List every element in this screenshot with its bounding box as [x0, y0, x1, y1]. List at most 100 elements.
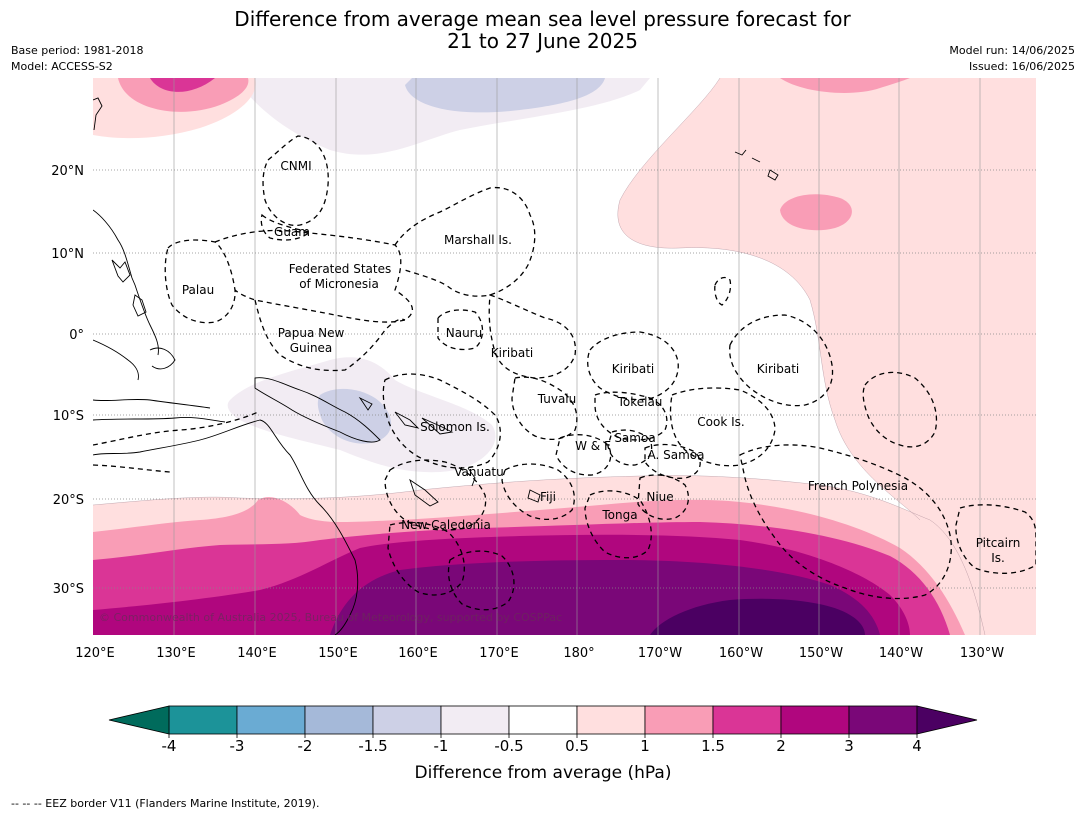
colorbar-tick-label: 2: [776, 737, 786, 755]
eez-french-polynesia: [739, 444, 952, 600]
colorbar: -4 -3 -2 -1.5 -1 -0.5 0.5 1 1.5 2 3 4 Difference fr…: [108, 705, 978, 783]
place-labels: CNMI Guam Marshall Is. Federated States …: [182, 159, 1020, 565]
eez-norfolk: [447, 550, 515, 611]
lon-label: 160°E: [398, 646, 438, 661]
colorbar-swatch: [508, 705, 578, 735]
lon-label: 150°W: [799, 646, 843, 661]
lat-label: 0°: [69, 328, 84, 343]
lat-label: 30°S: [53, 582, 84, 597]
coast-philippines: [93, 209, 159, 356]
coast-fiji: [527, 489, 541, 503]
eez-fsm: [214, 229, 414, 323]
graticule: [93, 78, 1036, 635]
eez-tuvalu: [511, 376, 578, 441]
label-png-2: Guinea: [290, 341, 333, 355]
eez-vanuatu: [384, 459, 487, 531]
contour-south-4: [650, 598, 865, 635]
eez-kiribati-central: [587, 331, 679, 401]
colorbar-tick-label: -0.5: [494, 737, 523, 755]
label-pitcairn-2: Is.: [991, 551, 1005, 565]
label-cnmi: CNMI: [280, 159, 311, 173]
lon-label: 120°E: [75, 646, 115, 661]
colorbar-under-arrow: [108, 705, 170, 735]
colorbar-swatch: [236, 705, 306, 735]
eez-nauru: [437, 309, 484, 351]
lon-label: 180°: [563, 646, 594, 661]
map-plot-area: CNMI Guam Marshall Is. Federated States …: [93, 78, 1036, 635]
colorbar-over-arrow: [916, 705, 978, 735]
eez-cook: [669, 387, 776, 467]
issued-date: Issued: 16/06/2025: [968, 60, 1075, 73]
label-guam: Guam: [274, 225, 310, 239]
title-line-2: 21 to 27 June 2025: [447, 29, 638, 53]
contour-ne-hawaii: [780, 194, 852, 231]
contour-ne-weak: [617, 78, 1036, 635]
label-new-caledonia: New Caledonia: [401, 518, 491, 532]
lon-label: 130°W: [960, 646, 1004, 661]
contour-nw-mid: [118, 78, 249, 112]
label-samoa: Samoa: [614, 431, 655, 445]
eez-kiribati-east: [729, 314, 834, 407]
lon-label: 170°W: [638, 646, 682, 661]
colorbar-swatch: [168, 705, 238, 735]
lat-label: 20°N: [51, 164, 84, 179]
coast-australia-east: [93, 419, 359, 635]
colorbar-swatch: [712, 705, 782, 735]
eez-tokelau: [594, 391, 668, 441]
meta-left: Base period: 1981-2018 Model: ACCESS-S2: [11, 43, 143, 75]
lon-label: 140°W: [879, 646, 923, 661]
contour-neg-north: [405, 78, 605, 113]
colorbar-tick-label: 1.5: [701, 737, 725, 755]
eez-samoa: [607, 429, 653, 466]
colorbar-swatch: [576, 705, 646, 735]
copyright-notice: © Commonwealth of Australia 2025, Bureau…: [99, 611, 562, 624]
longitude-labels: 120°E 130°E 140°E 150°E 160°E 170°E 180° 170°W 1…: [75, 646, 1004, 661]
label-kiribati-west: Kiribati: [491, 346, 533, 360]
colorbar-swatch: [372, 705, 442, 735]
colorbar-tick-label: -1.5: [358, 737, 387, 755]
eez-borders: [93, 135, 1036, 611]
colorbar-swatch: [644, 705, 714, 735]
label-kiribati-central: Kiribati: [612, 362, 654, 376]
label-cook: Cook Is.: [697, 415, 744, 429]
eez-png-north: [254, 299, 406, 372]
colorbar-tick-label: 1: [640, 737, 650, 755]
eez-marshall: [394, 186, 536, 297]
contour-ne-top: [780, 78, 910, 93]
eez-wallis-futuna: [555, 434, 612, 476]
lon-label: 150°E: [318, 646, 358, 661]
coastlines: [93, 97, 779, 635]
coast-taiwan: [93, 97, 103, 131]
colorbar-tick-label: 0.5: [565, 737, 589, 755]
label-french-polynesia: French Polynesia: [808, 479, 908, 493]
colorbar-swatch: [304, 705, 374, 735]
eez-french-polynesia-north: [862, 371, 938, 448]
label-tuvalu: Tuvalu: [537, 392, 577, 406]
lat-label: 10°S: [53, 409, 84, 424]
eez-pitcairn: [955, 504, 1036, 574]
base-period: Base period: 1981-2018: [11, 44, 144, 57]
model-name: Model: ACCESS-S2: [11, 60, 113, 73]
label-png-1: Papua New: [278, 326, 345, 340]
model-run: Model run: 14/06/2025: [949, 44, 1075, 57]
coast-png: [254, 377, 381, 443]
eez-tonga: [584, 490, 652, 559]
eez-guam: [260, 213, 312, 241]
colorbar-swatch: [440, 705, 510, 735]
eez-kiribati-west: [488, 294, 577, 379]
label-wallis-futuna: W & F: [575, 439, 611, 453]
lon-label: 170°E: [479, 646, 519, 661]
eez-footer-note: -- -- -- EEZ border V11 (Flanders Marine…: [11, 797, 320, 810]
lon-label: 160°W: [719, 646, 763, 661]
title-line-1: Difference from average mean sea level p…: [234, 7, 851, 31]
contour-lines: [93, 78, 986, 635]
label-nauru: Nauru: [446, 326, 482, 340]
label-palau: Palau: [182, 283, 214, 297]
label-marshall: Marshall Is.: [444, 233, 512, 247]
lon-label: 140°E: [237, 646, 277, 661]
colorbar-title: Difference from average (hPa): [415, 763, 672, 783]
meta-right: Model run: 14/06/2025 Issued: 16/06/2025: [949, 43, 1075, 75]
eez-fiji: [501, 463, 575, 521]
latitude-labels: 20°N 10°N 0° 10°S 20°S 30°S: [51, 164, 84, 597]
